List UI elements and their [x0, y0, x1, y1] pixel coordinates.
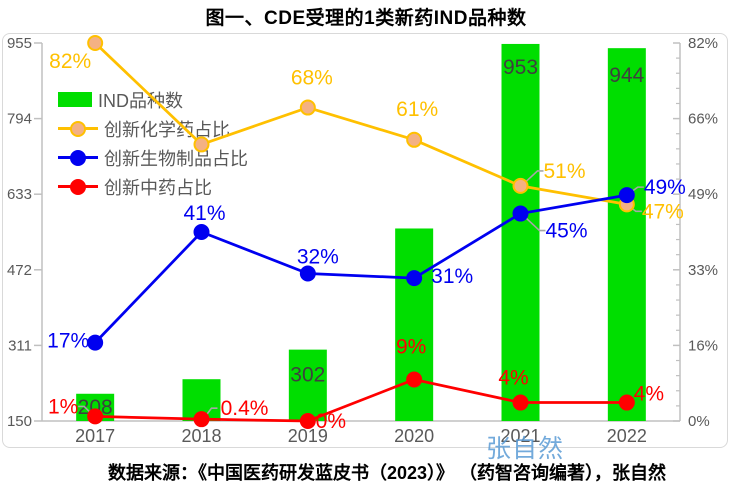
bar-2022 — [607, 48, 646, 421]
chart-legend: IND品种数 创新化学药占比 创新生物制品占比 创新中药占比 — [58, 88, 248, 198]
legend-bar-swatch — [58, 92, 92, 107]
marker-1-2017 — [87, 334, 104, 351]
data-label: 31% — [431, 265, 473, 288]
marker-2-2018 — [193, 411, 210, 428]
right-axis-tick-label: 82% — [688, 35, 718, 52]
x-axis-category-label: 2017 — [75, 426, 115, 446]
x-axis-category-label: 2021 — [500, 426, 540, 446]
marker-1-2022 — [618, 187, 635, 204]
label-leader-line — [523, 170, 544, 184]
data-label: 32% — [297, 245, 339, 268]
x-axis-category-label: 2022 — [607, 426, 647, 446]
x-axis-category-label: 2018 — [181, 426, 221, 446]
legend-item-tcm-pct: 创新中药占比 — [58, 175, 248, 198]
marker-0-2019 — [299, 99, 316, 116]
right-axis-tick-label: 16% — [688, 337, 718, 354]
data-label: 49% — [644, 176, 686, 199]
bar-2021 — [501, 43, 540, 422]
data-label: 47% — [642, 200, 684, 223]
label-leader-line — [204, 407, 218, 417]
legend-line-swatch — [58, 149, 98, 166]
marker-0-2017 — [87, 35, 104, 51]
legend-item-biologic-pct: 创新生物制品占比 — [58, 146, 248, 169]
marker-2-2020 — [406, 371, 423, 388]
bar-value-label: 944 — [609, 64, 644, 87]
source-note: 数据来源：《中国医药研发蓝皮书（2023）》 （药智咨询编著），张自然 — [107, 463, 667, 483]
right-axis-tick-label: 49% — [688, 186, 718, 203]
marker-2-2021 — [512, 394, 529, 411]
left-axis-tick-label: 955 — [7, 35, 32, 52]
marker-1-2020 — [406, 270, 423, 287]
legend-marker-icon — [70, 149, 86, 166]
data-label: 4% — [634, 383, 664, 406]
data-label: 61% — [396, 98, 438, 121]
data-label: 4% — [498, 367, 528, 390]
marker-2-2017 — [87, 408, 104, 425]
label-leader-line — [78, 405, 92, 414]
legend-line-swatch — [58, 120, 98, 137]
data-label: 0.4% — [221, 397, 269, 420]
line-series-0 — [94, 42, 628, 206]
data-label: 41% — [183, 202, 225, 225]
data-label: 1% — [48, 395, 78, 418]
data-label: 9% — [396, 336, 426, 359]
legend-item-chemical-pct: 创新化学药占比 — [58, 117, 248, 140]
x-axis-category-label: 2020 — [394, 426, 434, 446]
legend-line-swatch — [58, 178, 98, 195]
bar-2020 — [395, 228, 434, 421]
marker-0-2018 — [193, 136, 210, 153]
line-series-1 — [94, 193, 628, 344]
watermark-text: 张自然 — [486, 435, 565, 463]
x-axis-category-label: 2019 — [288, 426, 328, 446]
data-label: 51% — [543, 160, 585, 183]
data-label: 82% — [49, 50, 91, 73]
marker-2-2019 — [299, 413, 316, 429]
legend-marker-icon — [70, 178, 86, 195]
plot-area-border — [2, 33, 728, 448]
legend-label: 创新化学药占比 — [104, 119, 230, 140]
bar-value-label: 953 — [503, 56, 538, 79]
right-axis-tick-label: 33% — [688, 262, 718, 279]
data-label: 45% — [545, 220, 587, 243]
legend-label: 创新中药占比 — [104, 177, 212, 198]
left-axis-tick-label: 311 — [8, 337, 32, 354]
chart-title: 图一、CDE受理的1类新药IND品种数 — [205, 8, 527, 29]
label-leader-line — [523, 215, 546, 232]
left-axis-tick-label: 794 — [7, 111, 32, 128]
left-axis-tick-label: 472 — [7, 262, 32, 279]
bar-value-label: 208 — [78, 396, 113, 419]
data-label: 17% — [47, 330, 89, 353]
marker-0-2021 — [512, 177, 529, 194]
marker-1-2021 — [512, 205, 529, 222]
data-label: 0% — [316, 410, 346, 433]
marker-0-2020 — [406, 131, 423, 148]
bar-value-label: 302 — [290, 364, 325, 387]
right-axis-tick-label: 0% — [688, 413, 710, 430]
bar-2019 — [288, 349, 327, 421]
marker-2-2022 — [618, 394, 635, 411]
left-axis-tick-label: 150 — [7, 413, 32, 430]
marker-1-2018 — [193, 224, 210, 240]
left-axis-tick-label: 633 — [7, 186, 32, 203]
marker-1-2019 — [299, 265, 316, 282]
data-label: 68% — [291, 67, 333, 90]
legend-label: 创新生物制品占比 — [104, 148, 248, 169]
right-axis-tick-label: 66% — [688, 111, 718, 128]
line-series-2 — [95, 378, 627, 423]
legend-marker-icon — [70, 120, 86, 137]
